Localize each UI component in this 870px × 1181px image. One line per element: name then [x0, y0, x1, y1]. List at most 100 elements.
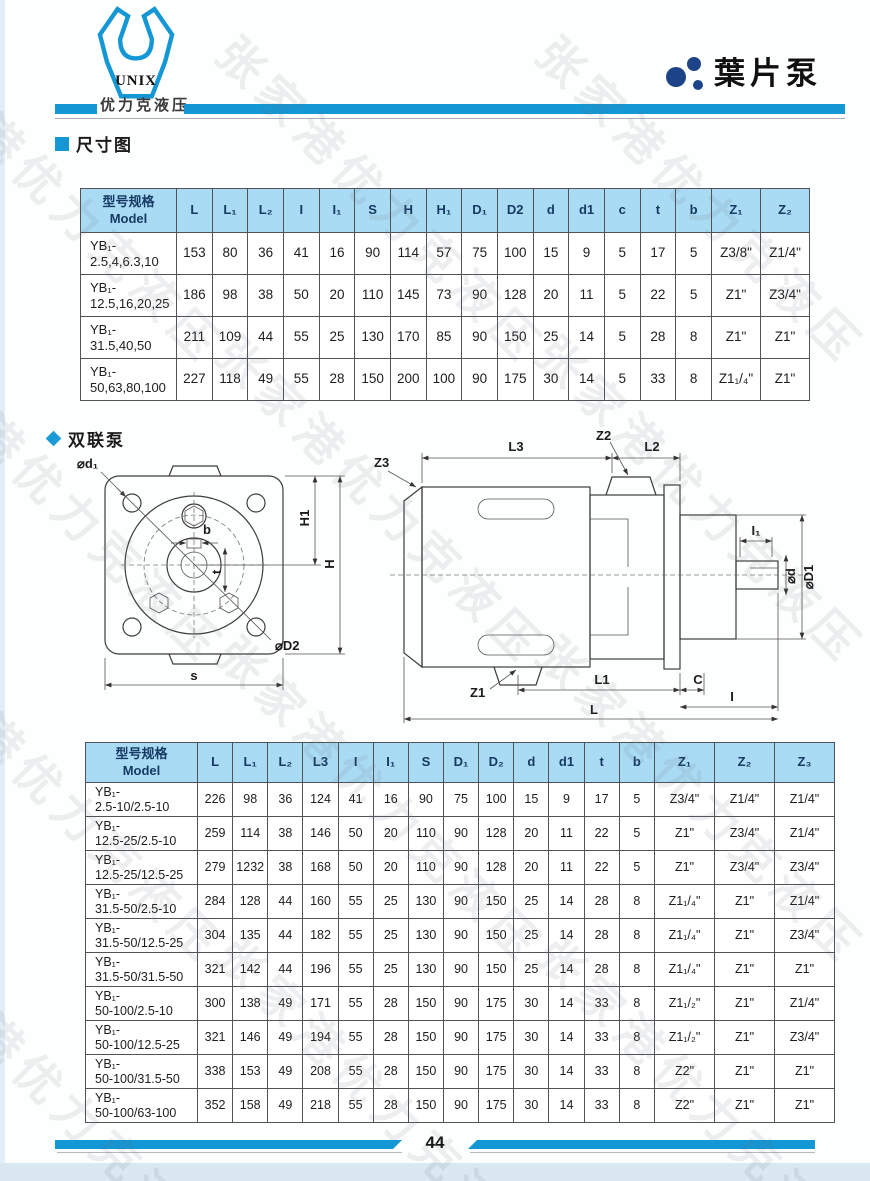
value-cell: 28: [318, 358, 356, 401]
value-cell: 146: [302, 816, 339, 851]
value-cell: 90: [442, 1054, 480, 1089]
value-cell: 284: [196, 884, 234, 919]
value-cell: 55: [337, 952, 374, 987]
model-cell: YB₁- 50-100/12.5-25: [85, 1020, 198, 1055]
value-cell: 16: [318, 232, 356, 275]
value-cell: 14: [548, 986, 585, 1021]
column-header: S: [407, 742, 444, 783]
value-cell: 73: [425, 274, 463, 317]
value-cell: 196: [302, 952, 339, 987]
value-cell: Z1₁/₄": [654, 884, 715, 919]
value-cell: 200: [389, 358, 427, 401]
header-bar-right: [184, 104, 845, 114]
column-header: L₂: [247, 188, 284, 233]
value-cell: 33: [583, 986, 620, 1021]
value-cell: 150: [407, 1054, 444, 1089]
column-header: I: [282, 188, 320, 233]
value-cell: 33: [583, 1054, 620, 1089]
dim-label-L3: L3: [508, 439, 523, 454]
value-cell: 49: [267, 1054, 304, 1089]
value-cell: 33: [639, 358, 677, 401]
table-row: YB₁- 50-100/31.5-50 338 153 49 208 55 28 150 90 1…: [85, 1054, 835, 1089]
model-cell: YB₁- 12.5-25/2.5-10: [85, 816, 198, 851]
column-header: d1: [568, 188, 605, 233]
table-row: YB₁- 2.5,4,6.3,10 153 80 36 41 16 90 114 57 75 100…: [80, 232, 810, 275]
value-cell: 38: [267, 850, 304, 885]
value-cell: 150: [478, 952, 515, 987]
column-header: H₁: [425, 188, 463, 233]
value-cell: 55: [337, 918, 374, 953]
value-cell: Z1₁/₂": [654, 986, 715, 1021]
value-cell: 5: [675, 232, 712, 275]
value-cell: 5: [618, 782, 656, 817]
table-row: YB₁- 2.5-10/2.5-10 226 98 36 124 41 16 90 75 100 1…: [85, 782, 835, 817]
value-cell: 90: [442, 816, 480, 851]
value-cell: 114: [232, 816, 269, 851]
dim-label-D1: ⌀D1: [801, 565, 816, 589]
value-cell: Z1/4": [774, 782, 835, 817]
table-header-row: 型号规格 Model L L₁ L₂ I I₁ S H H₁ D₁ D2 d d1 c t b Z₁ Z₂: [80, 188, 810, 233]
table-row: YB₁- 12.5-25/12.5-25 279 1232 38 168 50 20 110 9…: [85, 850, 835, 885]
value-cell: 80: [211, 232, 249, 275]
value-cell: Z1₁/₄": [711, 358, 761, 401]
value-cell: 90: [461, 274, 498, 317]
column-header: c: [603, 188, 641, 233]
dim-label-I1: I₁: [752, 523, 761, 538]
value-cell: 55: [337, 884, 374, 919]
value-cell: 14: [568, 316, 605, 359]
column-header: Z₂: [760, 188, 810, 233]
value-cell: 28: [372, 1020, 409, 1055]
value-cell: 352: [196, 1088, 234, 1123]
value-cell: Z3/4": [654, 782, 715, 817]
value-cell: 44: [247, 316, 284, 359]
model-cell: YB₁- 12.5-25/12.5-25: [85, 850, 198, 885]
model-cell: YB₁- 31.5-50/12.5-25: [85, 918, 198, 953]
value-cell: 28: [372, 1088, 409, 1123]
dim-label-s: s: [190, 668, 197, 683]
value-cell: 186: [176, 274, 213, 317]
value-cell: 90: [442, 1020, 480, 1055]
column-header: Z₁: [654, 742, 715, 783]
value-cell: 17: [583, 782, 620, 817]
column-header: L: [196, 742, 234, 783]
dots-icon: [666, 57, 703, 90]
value-cell: Z1": [760, 358, 810, 401]
value-cell: 55: [337, 1088, 374, 1123]
column-header: L₁: [232, 742, 269, 783]
table-row: YB₁- 31.5-50/2.5-10 284 128 44 160 55 25 130 90 1…: [85, 884, 835, 919]
value-cell: 304: [196, 918, 234, 953]
value-cell: 38: [267, 816, 304, 851]
value-cell: 25: [532, 316, 570, 359]
value-cell: 33: [583, 1020, 620, 1055]
page-number: 44: [425, 1133, 445, 1152]
value-cell: 130: [407, 918, 444, 953]
value-cell: 90: [442, 952, 480, 987]
column-header: b: [618, 742, 656, 783]
value-cell: 321: [196, 1020, 234, 1055]
column-header: t: [583, 742, 620, 783]
value-cell: 5: [603, 358, 641, 401]
value-cell: 20: [318, 274, 356, 317]
dim-label-t: t: [209, 569, 224, 574]
value-cell: 218: [302, 1088, 339, 1123]
value-cell: 15: [532, 232, 570, 275]
value-cell: 145: [389, 274, 427, 317]
model-cell: YB₁- 50-100/31.5-50: [85, 1054, 198, 1089]
table-row: YB₁- 12.5-25/2.5-10 259 114 38 146 50 20 110 90 1…: [85, 816, 835, 851]
value-cell: 14: [548, 918, 585, 953]
model-cell: YB₁- 2.5,4,6.3,10: [80, 232, 177, 275]
column-header: d: [513, 742, 550, 783]
footer-line-right: [470, 1152, 815, 1153]
value-cell: 16: [372, 782, 409, 817]
value-cell: Z1/4": [774, 986, 835, 1021]
value-cell: 14: [548, 1020, 585, 1055]
value-cell: 50: [282, 274, 320, 317]
value-cell: 44: [267, 952, 304, 987]
dim-label-D2: ⌀D2: [275, 638, 299, 653]
value-cell: 150: [354, 358, 391, 401]
value-cell: 5: [618, 816, 656, 851]
dim-label-H1: H1: [297, 510, 312, 527]
table-row: YB₁- 31.5-50/31.5-50 321 142 44 196 55 25 130 90…: [85, 952, 835, 987]
header-underline: [55, 118, 845, 119]
value-cell: 128: [478, 850, 515, 885]
